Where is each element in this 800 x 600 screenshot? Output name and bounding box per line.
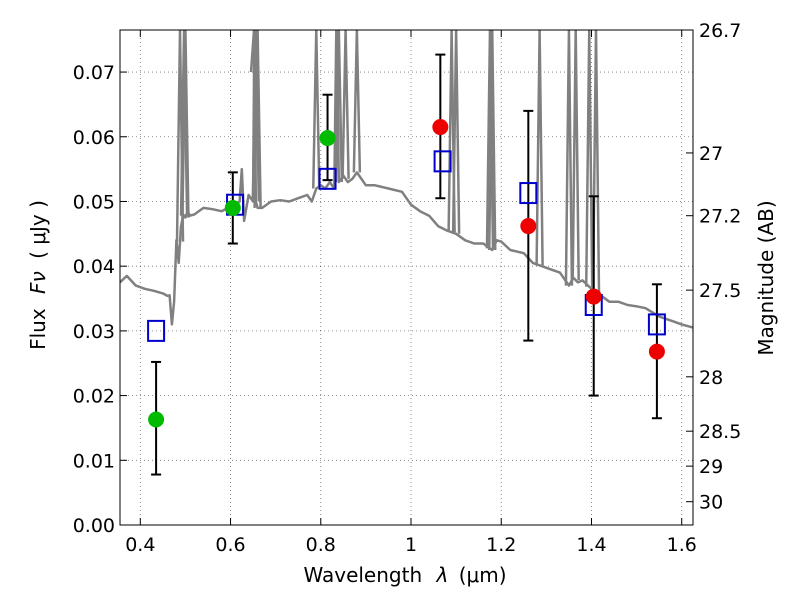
emission-line-spike [334,30,344,183]
y2-tick-label: 30 [699,492,723,514]
emission-line-spike [564,30,574,286]
emission-line-spike [485,30,495,249]
emission-line-spike [179,30,189,216]
x-tick-label: 1.2 [486,534,516,556]
observed-point-green [319,130,336,147]
plot-frame [119,29,694,526]
x-tick-label: 1.6 [667,534,697,556]
y2-tick-label: 28 [699,367,723,389]
model-photometry-box [647,313,666,336]
y-axis-label: Flux Fν ( μJy ) [26,200,50,350]
x-tick-label: 0.6 [215,534,245,556]
emission-line-spike [584,30,594,287]
y-axis-label-unit: ( μJy ) [26,200,50,259]
y-tick-label: 0.01 [73,450,115,472]
emission-line-spike [181,30,190,218]
y2-tick-label: 28.5 [699,421,741,443]
spectrum-line [120,30,693,329]
emission-line-spike [571,30,580,281]
y-axis-label-prefix: Flux [26,308,50,350]
y-tick-label: 0.05 [73,191,115,213]
x-tick-label: 0.4 [125,534,155,556]
x-axis-label-unit: (μm) [459,563,507,587]
photometry-points [147,53,666,476]
y2-tick-label: 29 [699,456,723,478]
emission-line-spike [251,30,261,202]
x-tick-label: 1.4 [576,534,606,556]
model-photometry-box [433,150,452,173]
emission-line-spike [535,30,544,266]
emission-line-spike [352,30,362,173]
y2-tick-label: 27 [699,143,723,165]
y2-axis-label: Magnitude (AB) [754,200,778,355]
model-photometry-box [318,167,337,190]
emission-line-spike [341,30,350,179]
axis-ticks: 0.4 0.6 0.8 1 1.2 1.4 1.6 0.00 0.01 0.02 0.03 0.04 0… [73,20,742,556]
y-tick-label: 0.06 [73,127,115,149]
y-tick-label: 0.02 [73,386,115,408]
y-tick-label: 0.07 [73,62,115,84]
spectrum-series [120,30,693,329]
x-tick-label: 1 [405,534,417,556]
x-axis-label-prefix: Wavelength [303,563,422,587]
y-axis-label-symbol: Fν [26,271,50,294]
y-tick-label: 0.04 [73,256,115,278]
x-axis-label-symbol: λ [436,563,449,587]
observed-point-green [224,199,241,216]
grid [120,30,693,526]
observed-point-green [148,411,165,428]
y2-tick-label: 27.5 [699,280,741,302]
y-tick-label: 0.03 [73,321,115,343]
model-photometry-box [519,182,538,205]
x-tick-label: 0.8 [306,534,336,556]
observed-point-red [585,288,602,305]
model-photometry-box [147,319,166,342]
x-axis-label: Wavelength λ (μm) [303,563,506,587]
observed-point-red [520,218,537,235]
y-tick-label: 0.00 [73,515,115,537]
emission-line-spike [312,30,321,189]
emission-line-spike [487,30,497,251]
emission-line-spike [253,30,262,208]
observed-point-red [648,343,665,360]
y2-tick-label: 27.2 [699,206,741,228]
observed-point-red [432,119,449,136]
y2-tick-label: 26.7 [699,20,741,42]
emission-line-spike [451,30,461,234]
